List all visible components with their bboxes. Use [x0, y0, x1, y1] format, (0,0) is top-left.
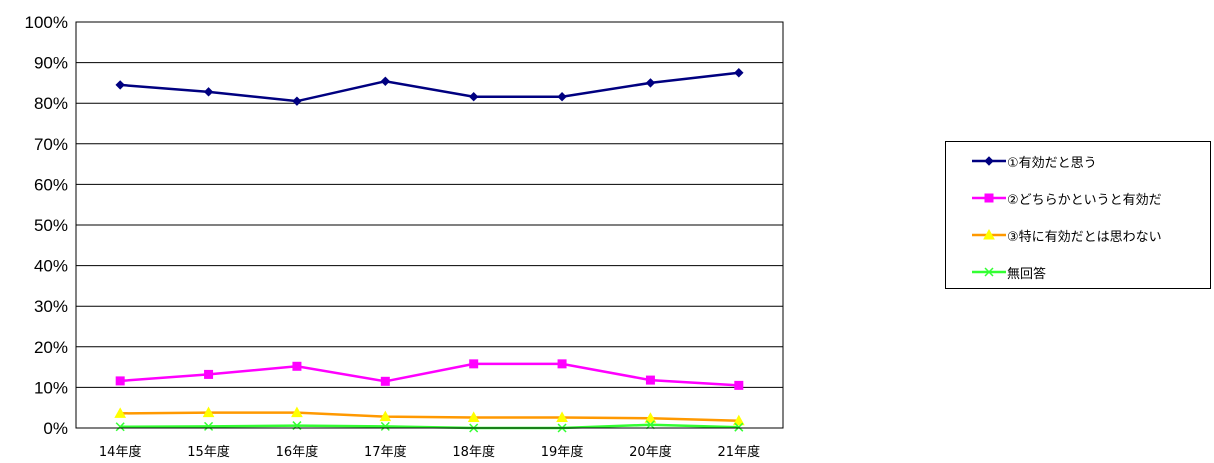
legend-swatch: [972, 156, 1006, 166]
data-point: [734, 68, 744, 78]
data-point: [203, 87, 214, 97]
data-point: [557, 91, 567, 102]
y-tick-label: 0%: [43, 419, 68, 438]
data-point: [379, 410, 392, 422]
data-point: [644, 412, 657, 423]
legend-label: 無回答: [1007, 266, 1047, 282]
x-tick-label: 14年度: [99, 444, 142, 460]
data-point: [380, 76, 391, 86]
legend-item: 無回答: [946, 261, 1046, 283]
y-tick-label: 10%: [34, 378, 68, 397]
x-tick-label: 17年度: [364, 444, 407, 460]
data-point: [734, 380, 744, 390]
data-point: [204, 421, 214, 431]
data-point: [984, 267, 994, 277]
y-tick-label: 80%: [34, 94, 68, 113]
data-point: [556, 411, 568, 422]
series-3: [114, 406, 745, 426]
gridlines: [76, 21, 783, 429]
data-point: [380, 376, 390, 386]
y-tick-label: 90%: [34, 54, 68, 73]
y-tick-label: 30%: [34, 297, 68, 316]
data-point: [984, 193, 994, 203]
data-point: [292, 361, 302, 371]
x-tick-label: 16年度: [276, 444, 319, 460]
data-point: [468, 91, 479, 102]
legend-item: ③特に有効だとは思わない: [946, 224, 1162, 246]
y-tick-label: 100%: [25, 13, 68, 32]
data-point: [202, 406, 215, 418]
data-point: [645, 375, 655, 385]
data-point: [204, 369, 214, 379]
data-point: [380, 421, 390, 431]
x-axis-tick-labels: 14年度 15年度 16年度 17年度 18年度 19年度 20年度 21年度: [99, 444, 760, 460]
x-tick-label: 15年度: [187, 444, 230, 460]
legend-label: ②どちらかというと有効だ: [1007, 192, 1162, 208]
data-point: [115, 80, 125, 90]
data-point: [292, 96, 302, 106]
data-point: [984, 156, 994, 166]
x-tick-label: 20年度: [629, 444, 672, 460]
legend-item: ②どちらかというと有効だ: [946, 187, 1162, 209]
data-point: [645, 420, 655, 430]
series-4: [115, 420, 744, 433]
data-point: [557, 359, 567, 369]
data-point: [645, 78, 656, 88]
data-point: [734, 422, 744, 432]
data-point: [114, 407, 127, 418]
series-lines: [114, 68, 745, 433]
series-line: [120, 423, 739, 430]
legend-label: ①有効だと思う: [1007, 155, 1097, 171]
data-point: [469, 359, 479, 369]
series-line: [120, 411, 739, 422]
y-tick-label: 40%: [34, 257, 68, 276]
y-tick-label: 70%: [34, 135, 68, 154]
series-1: [115, 68, 744, 106]
data-point: [115, 422, 125, 432]
plot-area-border: [75, 21, 784, 429]
data-point: [115, 376, 125, 386]
legend-item: ①有効だと思う: [946, 150, 1097, 172]
x-tick-label: 21年度: [718, 444, 761, 460]
legend-swatch: [972, 267, 1006, 277]
data-point: [732, 414, 745, 426]
data-point: [983, 228, 995, 240]
legend-label: ③特に有効だとは思わない: [1007, 229, 1162, 245]
legend-swatch: [972, 193, 1006, 203]
x-tick-label: 19年度: [541, 444, 584, 460]
y-tick-label: 50%: [34, 216, 68, 235]
series-line: [120, 362, 739, 387]
y-axis-tick-labels: 0% 10% 20% 30% 40% 50% 60% 70% 80% 90% 100%: [25, 13, 68, 438]
legend-swatch: [972, 228, 1006, 240]
legend: ①有効だと思う ②どちらかというと有効だ ③特に有効だとは思わない 無回答: [945, 141, 1211, 289]
series-line: [120, 71, 739, 103]
data-point: [291, 406, 303, 418]
x-tick-label: 18年度: [452, 444, 495, 460]
y-tick-label: 20%: [34, 338, 68, 357]
y-tick-label: 60%: [34, 175, 68, 194]
series-2: [115, 359, 744, 390]
data-point: [467, 411, 480, 422]
